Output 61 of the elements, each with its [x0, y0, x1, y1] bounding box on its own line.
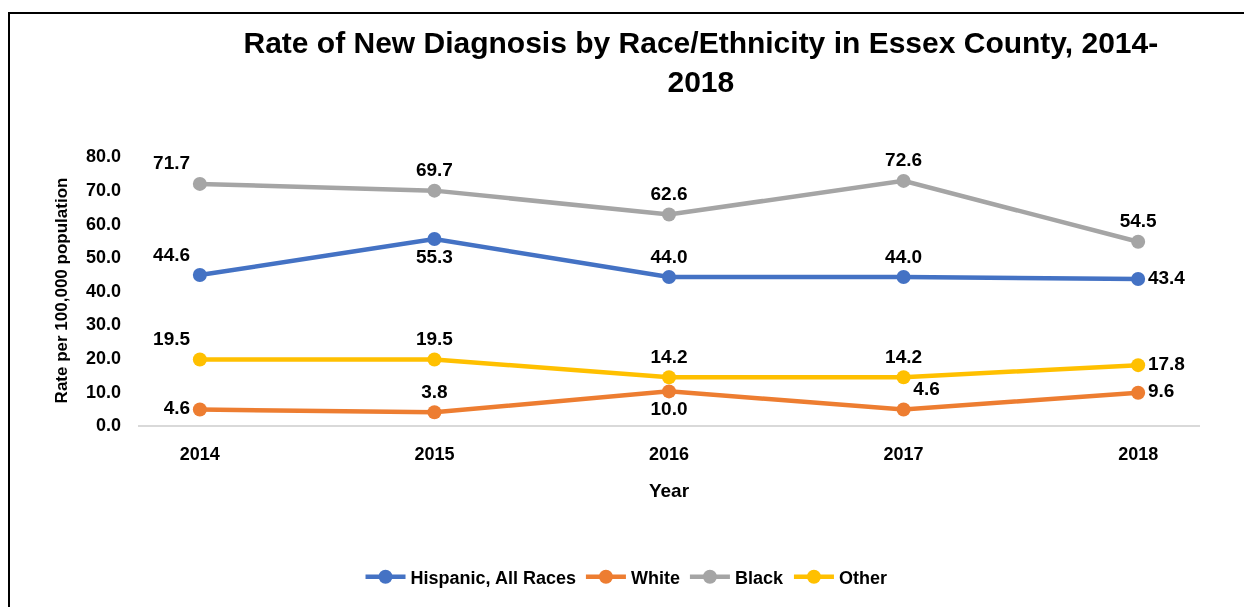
y-tick-label: 60.0: [85, 213, 121, 234]
x-axis-title: Year: [648, 479, 690, 501]
point: [662, 270, 676, 285]
point: [427, 232, 442, 247]
point: [1131, 358, 1146, 373]
data-label: 54.5: [1119, 210, 1158, 232]
point: [896, 173, 911, 188]
point: [427, 405, 442, 420]
data-label: 19.5: [415, 327, 454, 349]
y-axis-title: Rate per 100,000 population: [51, 177, 71, 404]
legend-label: Other: [838, 567, 887, 588]
y-tick-label: 40.0: [85, 280, 121, 301]
y-tick-label: 30.0: [85, 314, 121, 335]
data-label: 62.6: [650, 183, 688, 205]
data-label: 3.8: [421, 380, 448, 402]
data-label: 17.8: [1147, 352, 1185, 374]
data-label: 44.0: [885, 245, 923, 267]
x-tick-label: 2014: [179, 444, 220, 465]
data-label: 55.3: [415, 246, 453, 268]
legend-label: Black: [734, 567, 784, 588]
point: [662, 207, 676, 222]
data-label: 44.6: [153, 243, 191, 265]
point: [896, 402, 911, 417]
point: [192, 268, 207, 283]
y-tick-label: 0.0: [95, 415, 121, 436]
y-tick-label: 50.0: [85, 247, 121, 268]
legend-label: Hispanic, All Races: [410, 567, 576, 588]
point: [192, 176, 207, 191]
data-label: 14.2: [885, 345, 923, 367]
chart-title: Rate of New Diagnosis by Race/Ethnicity in Essex County, 2014-2018: [243, 25, 1159, 98]
point: [662, 370, 676, 385]
point: [1131, 385, 1146, 400]
x-tick-label: 2016: [648, 444, 690, 465]
data-label: 69.7: [415, 159, 453, 181]
data-label: 44.0: [650, 245, 688, 267]
point: [192, 352, 207, 367]
data-label: 4.6: [913, 378, 940, 400]
data-label: 72.6: [885, 149, 923, 171]
y-tick-label: 20.0: [85, 348, 121, 369]
data-label: 43.4: [1147, 266, 1186, 288]
point: [662, 384, 676, 399]
data-label: 14.2: [650, 345, 688, 367]
point: [427, 352, 442, 367]
point: [896, 270, 911, 285]
point: [1131, 234, 1146, 249]
x-tick-label: 2018: [1118, 444, 1159, 465]
data-label: 4.6: [163, 397, 191, 419]
x-tick-label: 2017: [883, 444, 924, 465]
data-label: 71.7: [153, 152, 191, 174]
x-tick-label: 2015: [414, 444, 455, 465]
data-label: 10.0: [650, 398, 688, 420]
y-tick-label: 80.0: [85, 146, 121, 167]
legend-label: White: [630, 567, 680, 588]
point: [192, 402, 207, 417]
point: [427, 183, 442, 198]
point: [896, 370, 911, 385]
point: [1131, 272, 1146, 287]
y-tick-label: 70.0: [85, 179, 121, 200]
data-label: 9.6: [1147, 380, 1175, 402]
data-label: 19.5: [153, 327, 191, 349]
y-tick-label: 10.0: [85, 381, 121, 402]
